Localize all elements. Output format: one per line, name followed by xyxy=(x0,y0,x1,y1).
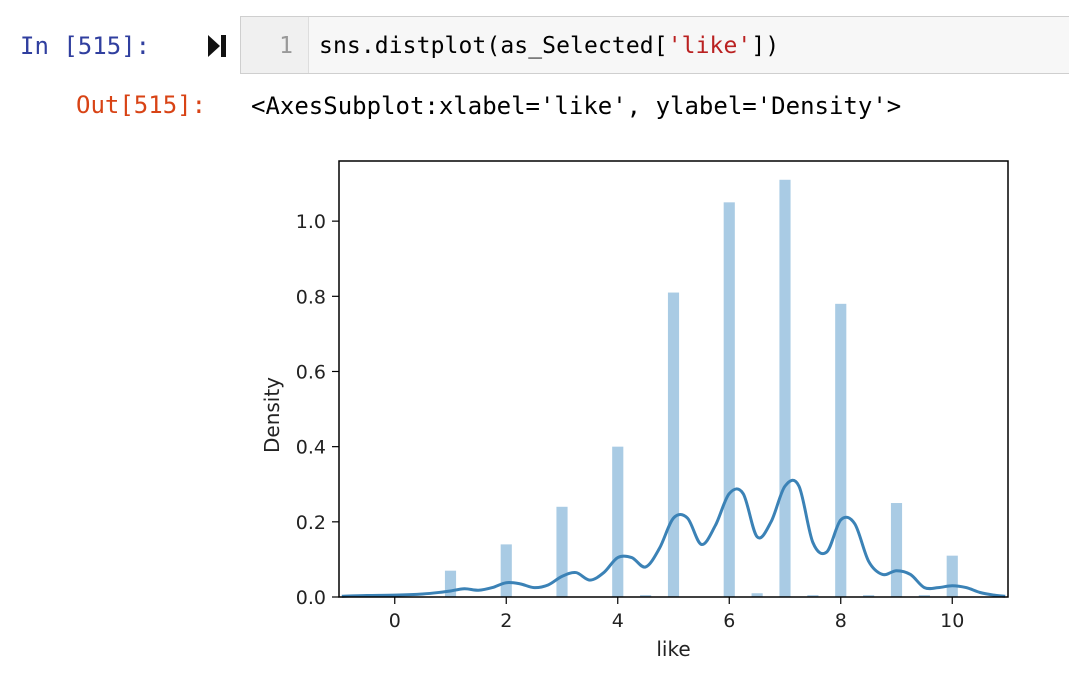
axes-frame xyxy=(338,160,1009,598)
y-tick-label: 0.4 xyxy=(296,437,326,459)
x-tick-label: 2 xyxy=(500,610,512,632)
input-prompt: In [515]: xyxy=(20,32,151,60)
density-chart: 0 2 4 6 8 10 0.0 0.2 0.4 0.6 0.8 1.0 like Density xyxy=(260,160,1009,661)
histogram-bar xyxy=(890,503,903,597)
histogram-bar xyxy=(807,595,819,597)
line-number: 1 xyxy=(279,33,293,59)
histogram-bar xyxy=(946,555,958,597)
kde-line xyxy=(341,478,1006,598)
histogram-bar xyxy=(863,595,875,597)
x-tick-label: 4 xyxy=(612,610,624,632)
output-prompt: Out[515]: xyxy=(76,91,207,119)
x-tick-label: 10 xyxy=(940,610,964,632)
line-number-gutter: 1 xyxy=(241,17,309,73)
code-prefix: sns.distplot(as_Selected[ xyxy=(319,33,668,59)
y-tick-label: 0.8 xyxy=(296,286,326,308)
histogram-bar xyxy=(640,595,652,597)
histogram-bar xyxy=(723,202,735,597)
histogram-bar xyxy=(556,506,568,597)
y-tick-label: 0.6 xyxy=(296,361,326,383)
code-cell-input[interactable]: 1 sns.distplot(as_Selected['like']) xyxy=(240,16,1069,74)
histogram-bar xyxy=(751,593,763,597)
histogram-bar xyxy=(918,595,930,597)
code-line[interactable]: sns.distplot(as_Selected['like']) xyxy=(319,30,779,62)
distplot-figure: 0 2 4 6 8 10 0.0 0.2 0.4 0.6 0.8 1.0 like Density xyxy=(250,150,1030,680)
code-suffix: ]) xyxy=(751,33,780,59)
x-tick-label: 6 xyxy=(723,610,735,632)
code-string-literal: 'like' xyxy=(667,33,752,59)
histogram-bar xyxy=(835,303,847,597)
histogram-bar xyxy=(500,544,512,597)
x-tick-label: 0 xyxy=(389,610,401,632)
y-axis-label: Density xyxy=(260,377,284,453)
y-tick-label: 1.0 xyxy=(296,211,326,233)
histogram-bar xyxy=(612,446,624,597)
output-repr-text: <AxesSubplot:xlabel='like', ylabel='Dens… xyxy=(251,92,902,120)
x-axis-label: like xyxy=(656,637,690,661)
histogram-bar xyxy=(444,570,457,597)
run-cell-icon[interactable] xyxy=(205,33,229,59)
x-tick-label: 8 xyxy=(835,610,847,632)
y-tick-label: 0.2 xyxy=(296,512,326,534)
histogram-bar xyxy=(667,292,680,597)
histogram-bar xyxy=(779,179,791,597)
y-tick-label: 0.0 xyxy=(296,587,326,609)
